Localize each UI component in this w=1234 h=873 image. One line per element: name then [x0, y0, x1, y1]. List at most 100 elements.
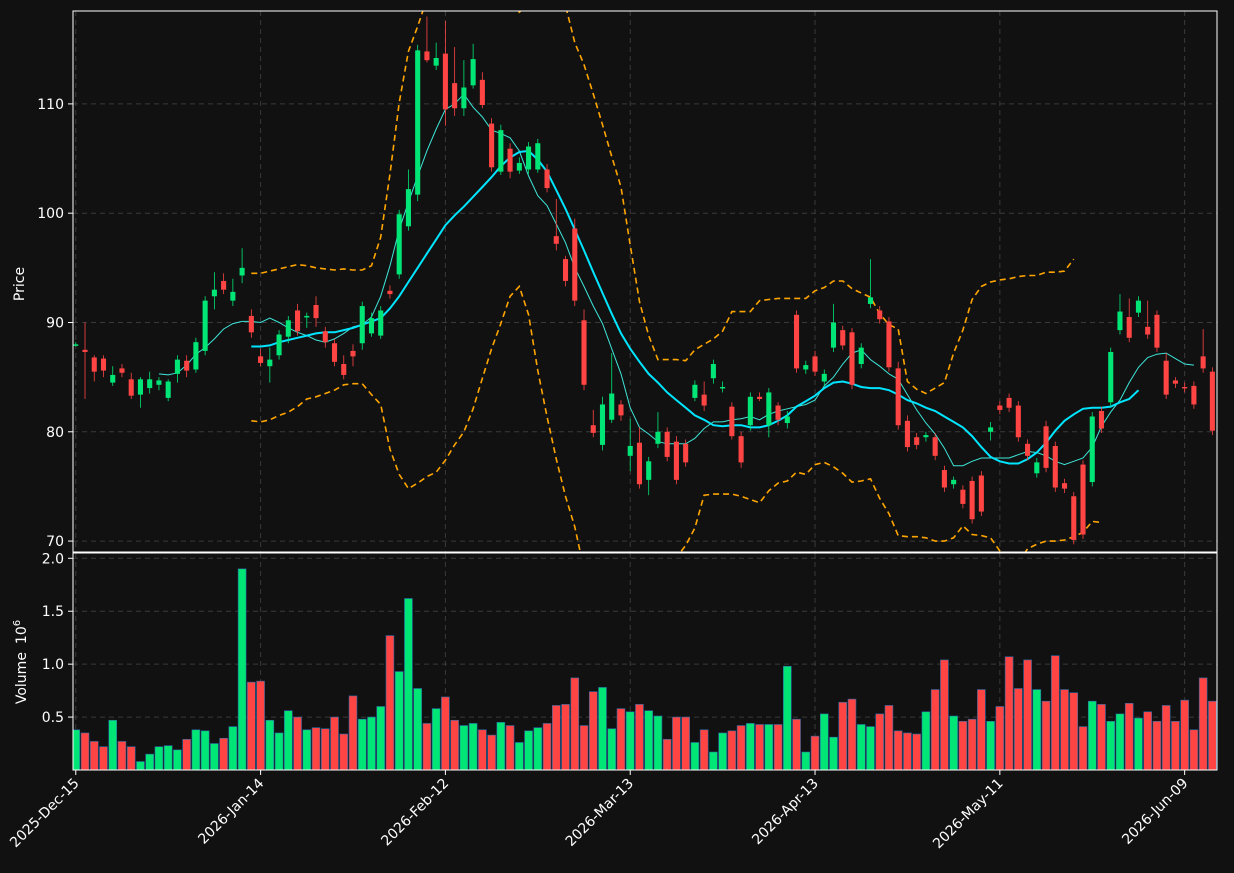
- volume-bar: [542, 723, 552, 770]
- candle-body: [1191, 385, 1197, 405]
- volume-bar: [1124, 703, 1134, 770]
- volume-bar: [709, 751, 718, 770]
- candle-body: [221, 280, 227, 290]
- volume-bar: [764, 724, 774, 770]
- x-tick-label: 2026-Jun-09: [1119, 776, 1191, 848]
- volume-bar: [829, 736, 838, 770]
- candle-body: [646, 461, 652, 480]
- candle-body: [572, 228, 578, 301]
- volume-bar: [459, 725, 469, 770]
- volume-bar: [293, 716, 302, 770]
- candle-body: [895, 368, 901, 426]
- volume-bars: [73, 568, 1234, 770]
- candle-body: [498, 130, 504, 172]
- candle-body: [1006, 397, 1012, 408]
- volume-bar: [431, 708, 441, 770]
- volume-bar: [607, 728, 617, 770]
- volume-bar: [505, 725, 515, 770]
- candle-body: [313, 304, 319, 319]
- candle-body: [1145, 326, 1151, 335]
- volume-bar: [1189, 729, 1199, 770]
- candle-body: [433, 57, 439, 66]
- candle-body: [248, 315, 254, 333]
- candle-body: [516, 162, 522, 171]
- candle-body: [368, 318, 375, 334]
- volume-bar: [912, 733, 921, 770]
- candle-body: [424, 51, 430, 61]
- volume-bar: [126, 746, 136, 770]
- volume-bar: [1143, 711, 1152, 770]
- candle-body: [988, 427, 994, 432]
- volume-bar: [727, 730, 737, 770]
- candle-body: [553, 236, 559, 244]
- volume-bar: [145, 753, 154, 770]
- volume-bar: [73, 729, 81, 770]
- candle-body: [1209, 371, 1215, 431]
- volume-bar: [773, 724, 783, 770]
- candle-body: [535, 143, 541, 170]
- candle-body: [415, 50, 421, 195]
- volume-bar: [552, 705, 561, 770]
- volume-bar: [173, 749, 182, 770]
- volume-bar: [1097, 704, 1106, 770]
- price-panel-frame: [72, 10, 1218, 553]
- volume-bar: [302, 729, 312, 770]
- candle-body: [775, 405, 781, 420]
- candle-body: [211, 289, 217, 297]
- volume-bar: [348, 695, 358, 770]
- candle-body: [304, 315, 310, 318]
- volume-bar: [783, 665, 792, 770]
- candle-body: [128, 379, 134, 396]
- candle-body: [387, 290, 393, 295]
- candle-body: [1108, 351, 1114, 403]
- volume-bar: [247, 681, 256, 770]
- candle-body: [442, 53, 448, 110]
- candle-body: [1089, 416, 1095, 483]
- volume-bar: [893, 730, 903, 770]
- candle-body: [636, 442, 642, 485]
- volume-scale-base: 10: [14, 626, 30, 644]
- volume-bar: [681, 716, 690, 770]
- candle-body: [710, 364, 716, 379]
- volume-bar: [930, 689, 940, 770]
- volume-bar: [311, 727, 321, 770]
- candle-body: [784, 416, 790, 424]
- candle-body: [73, 344, 79, 346]
- x-tick-label: 2025-Dec-15: [7, 776, 82, 851]
- candle-body: [1200, 356, 1206, 369]
- volume-bar: [1198, 677, 1208, 770]
- candle-body: [405, 189, 411, 227]
- volume-bar: [496, 722, 506, 770]
- price-tick-label: 90: [46, 315, 64, 331]
- candle-body: [110, 374, 116, 383]
- volume-bar: [1227, 700, 1234, 770]
- candle-body: [830, 322, 837, 348]
- volume-bar: [1208, 700, 1217, 770]
- volume-bar: [1014, 688, 1023, 770]
- candle-body: [803, 365, 809, 370]
- volume-bar: [653, 715, 663, 770]
- volume-bar: [468, 723, 478, 770]
- volume-bar: [478, 729, 487, 770]
- candle-body: [479, 79, 485, 105]
- volume-bar: [561, 704, 570, 770]
- candle-body: [997, 405, 1003, 410]
- x-tick-label: 2026-Mar-13: [563, 776, 637, 850]
- price-tick-label: 110: [37, 97, 64, 113]
- candle-body: [683, 443, 689, 463]
- volume-bar: [89, 741, 99, 770]
- volume-bar: [579, 725, 589, 770]
- candle-body: [932, 437, 938, 456]
- candle-body: [599, 404, 606, 445]
- volume-bar: [80, 732, 90, 770]
- volume-bar: [940, 659, 949, 770]
- candle-body: [627, 445, 633, 456]
- volume-bar: [819, 713, 829, 770]
- candles: [73, 16, 1215, 545]
- volume-bar: [625, 711, 635, 770]
- candle-body: [1025, 443, 1031, 456]
- price-y-ticks: 70 80 90 100 110: [37, 97, 73, 550]
- volume-bar: [284, 710, 293, 770]
- volume-bar: [320, 728, 330, 770]
- candle-body: [276, 334, 282, 356]
